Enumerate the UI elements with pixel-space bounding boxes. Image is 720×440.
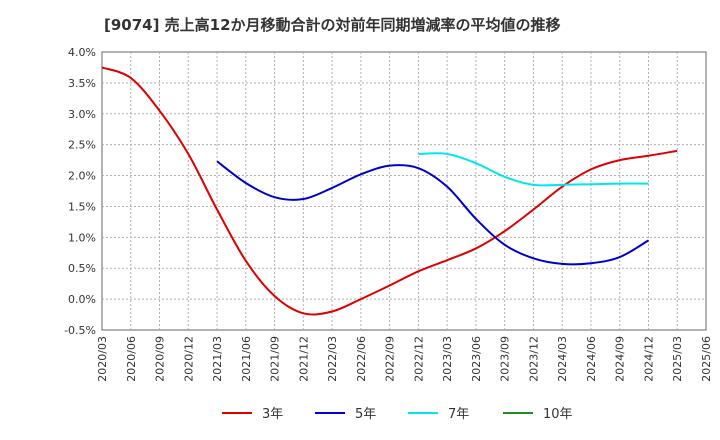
x-tick-label: 2020/12 [182, 336, 195, 382]
x-tick-label: 2024/06 [585, 336, 598, 382]
y-tick-label: 3.0% [68, 108, 96, 121]
x-tick-label: 2020/09 [154, 336, 167, 382]
x-tick-label: 2020/06 [125, 336, 138, 382]
legend-label: 10年 [543, 407, 573, 422]
x-tick-label: 2024/03 [556, 336, 569, 382]
x-tick-label: 2025/06 [700, 336, 713, 382]
series-lines [101, 66, 678, 316]
y-tick-label: 3.5% [68, 77, 96, 90]
series-line-5年 [216, 160, 649, 266]
x-tick-label: 2022/03 [326, 336, 339, 382]
legend-label: 3年 [262, 407, 283, 422]
x-tick-label: 2021/09 [269, 336, 282, 382]
legend-label: 7年 [448, 407, 469, 422]
x-tick-label: 2023/12 [527, 336, 540, 382]
series-line-3年 [101, 66, 678, 316]
y-tick-label: -0.5% [64, 324, 96, 337]
y-tick-label: 1.5% [68, 200, 96, 213]
x-tick-label: 2023/09 [499, 336, 512, 382]
chart-title: [9074] 売上高12か月移動合計の対前年同期増減率の平均値の推移 [104, 16, 561, 34]
x-tick-label: 2023/06 [470, 336, 483, 382]
y-tick-label: 0.5% [68, 262, 96, 275]
x-tick-label: 2023/03 [441, 336, 454, 382]
x-axis-ticks: 2020/03 2020/06 2020/09 2020/12 2021/03 2021/… [96, 336, 713, 382]
y-tick-label: 4.0% [68, 46, 96, 59]
grid-lines [102, 52, 706, 330]
x-tick-label: 2022/09 [384, 336, 397, 382]
legend: 3年 5年 7年 10年 [222, 407, 573, 422]
x-tick-label: 2020/03 [96, 336, 109, 382]
legend-label: 5年 [355, 407, 376, 422]
y-tick-label: 2.0% [68, 170, 96, 183]
x-tick-label: 2024/09 [614, 336, 627, 382]
x-tick-label: 2024/12 [642, 336, 655, 382]
y-tick-label: 0.0% [68, 293, 96, 306]
y-axis-ticks: 4.0% 3.5% 3.0% 2.5% 2.0% 1.5% 1.0% 0.5% 0.0% -0.5… [64, 46, 96, 337]
x-tick-label: 2021/12 [297, 336, 310, 382]
plot-area [101, 51, 707, 331]
y-tick-label: 2.5% [68, 139, 96, 152]
x-tick-label: 2022/06 [355, 336, 368, 382]
y-tick-label: 1.0% [68, 231, 96, 244]
x-tick-label: 2021/06 [240, 336, 253, 382]
series-line-7年 [418, 152, 649, 187]
x-tick-label: 2025/03 [671, 336, 684, 382]
x-tick-label: 2021/03 [211, 336, 224, 382]
x-tick-label: 2022/12 [412, 336, 425, 382]
